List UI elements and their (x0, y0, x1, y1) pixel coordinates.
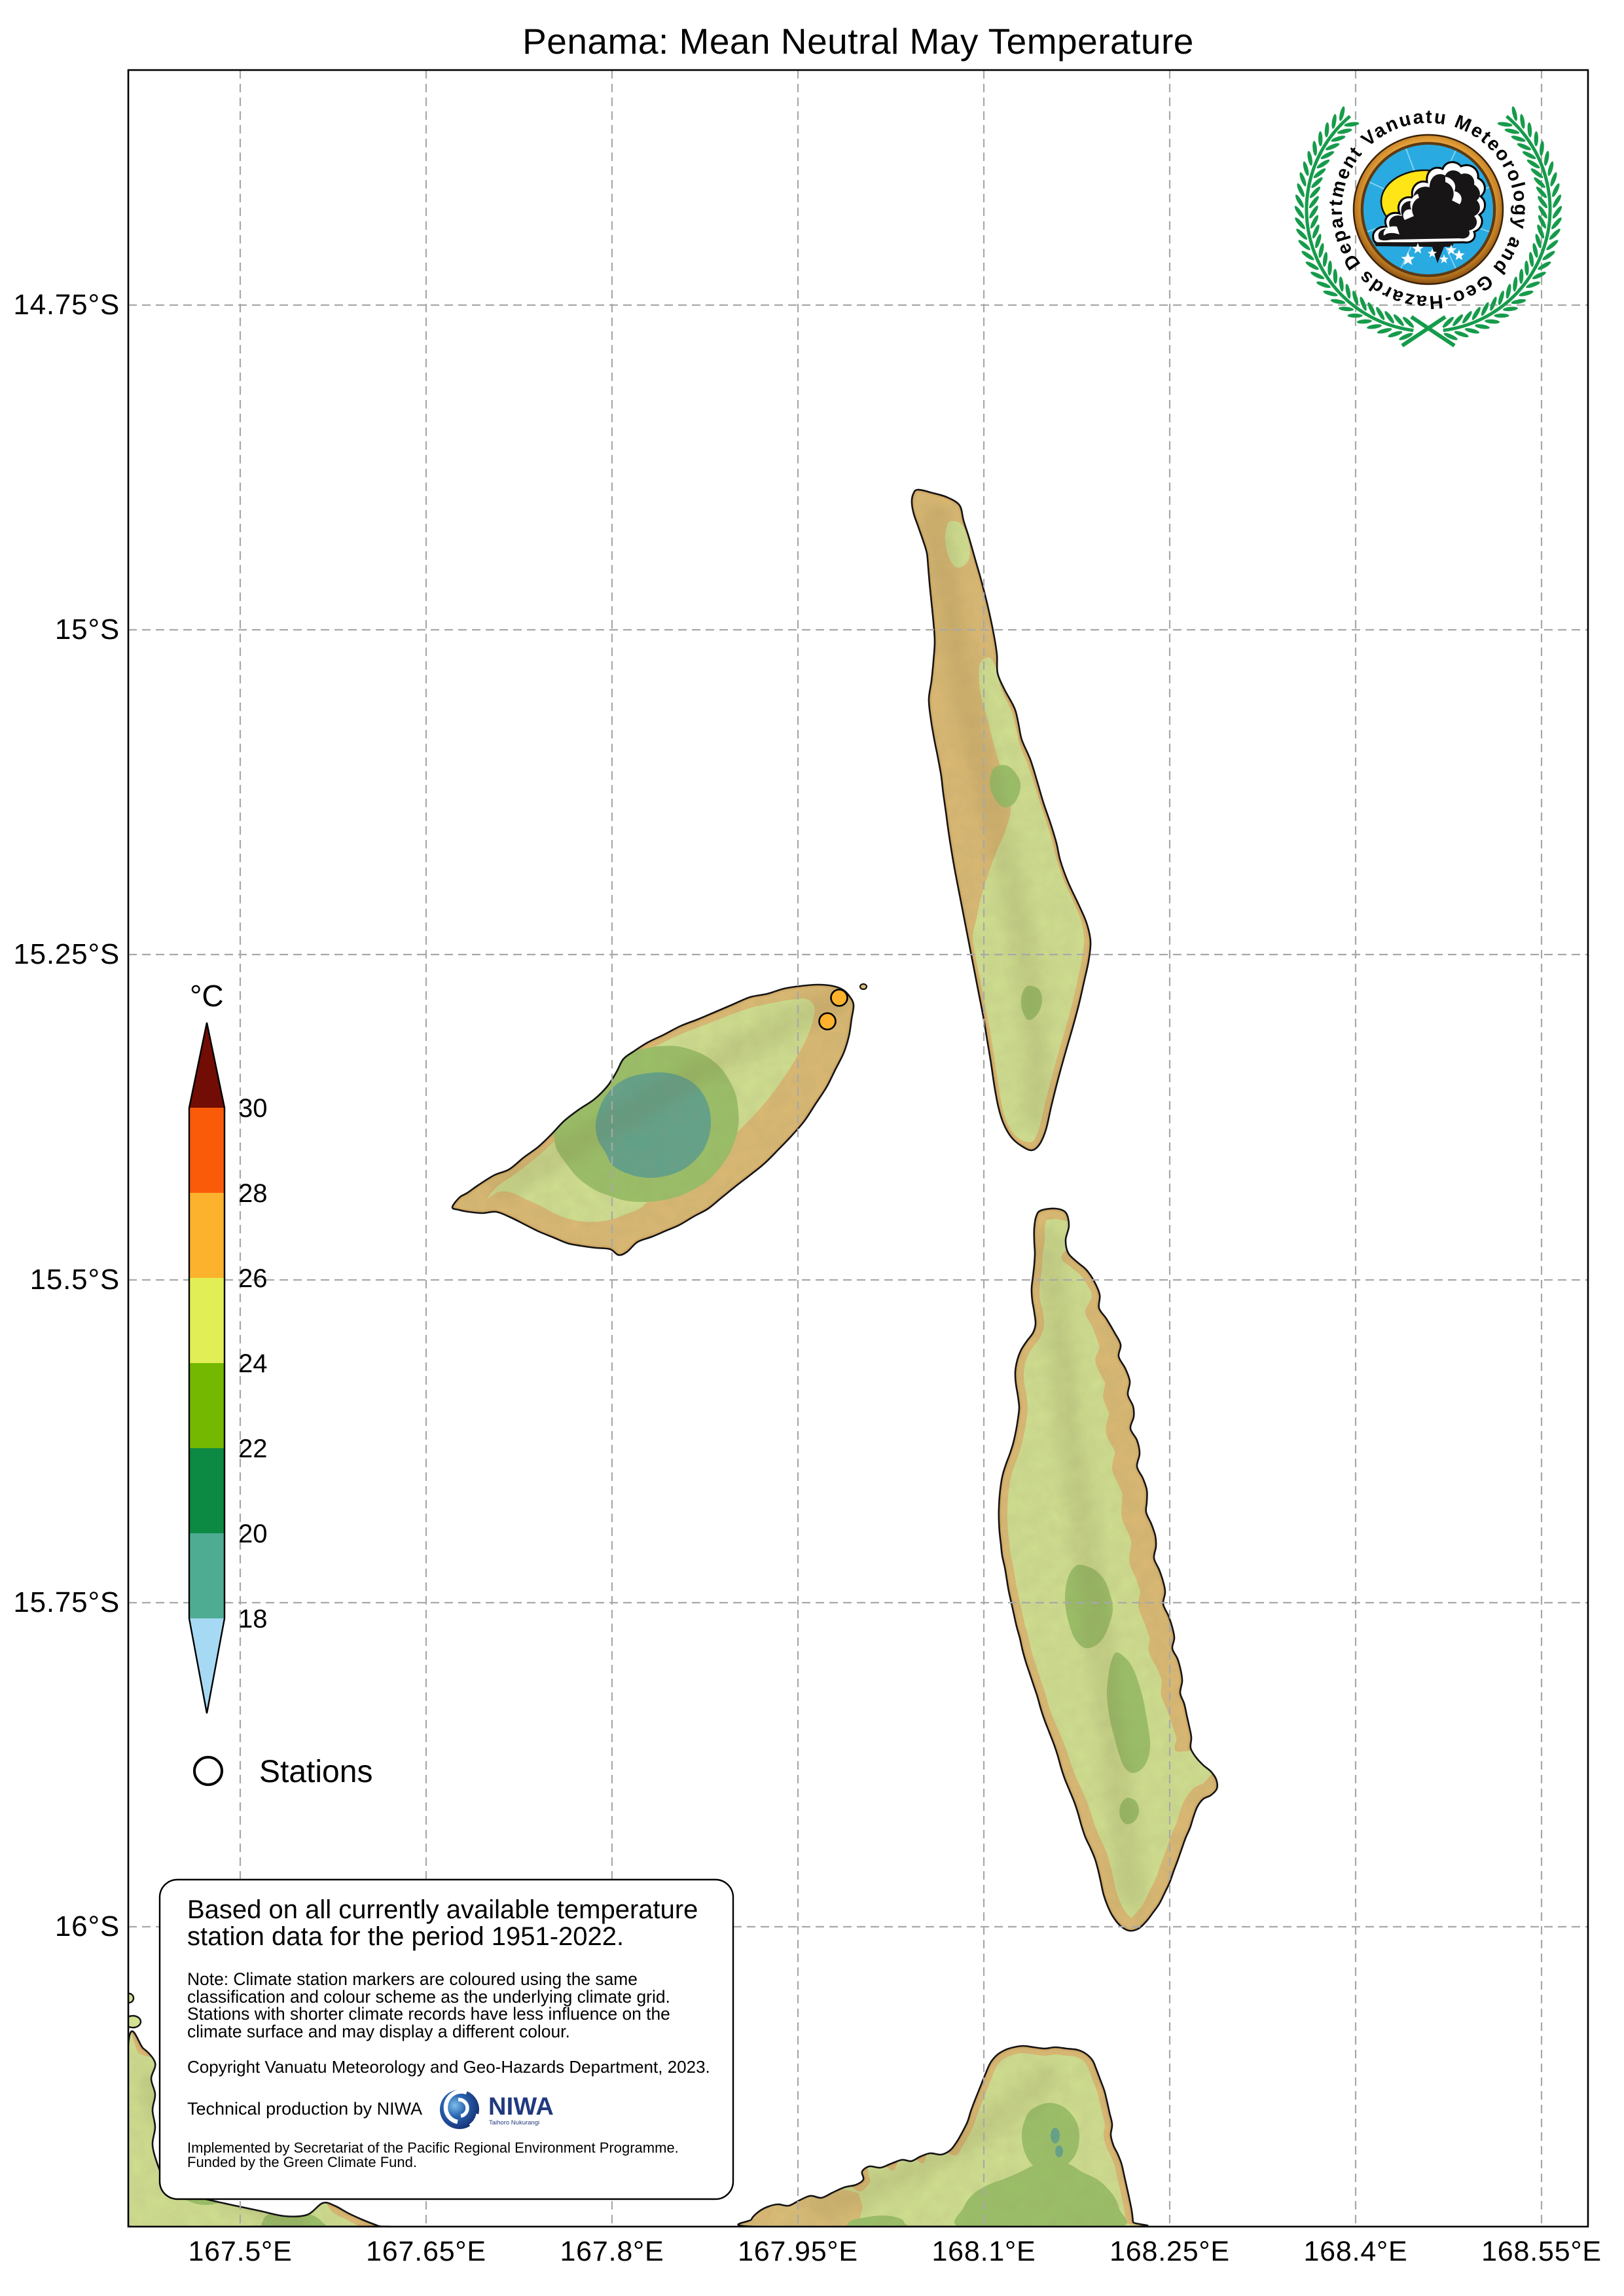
svg-text:°C: °C (190, 979, 224, 1013)
svg-text:168.25°E: 168.25°E (1110, 2236, 1230, 2267)
svg-text:24: 24 (238, 1349, 268, 1378)
svg-text:station data for the period 19: station data for the period 1951-2022. (187, 1922, 624, 1951)
svg-text:167.95°E: 167.95°E (738, 2236, 858, 2267)
svg-text:Based on all currently availab: Based on all currently available tempera… (187, 1895, 698, 1924)
svg-text:Stations with shorter climate: Stations with shorter climate records ha… (187, 2004, 670, 2024)
svg-text:Technical production by NIWA: Technical production by NIWA (187, 2099, 422, 2119)
svg-text:15°S: 15°S (55, 613, 120, 646)
svg-text:Note: Climate station markers: Note: Climate station markers are colour… (187, 1969, 638, 1989)
svg-text:20: 20 (238, 1520, 268, 1548)
svg-text:16°S: 16°S (55, 1910, 120, 1942)
svg-text:15.75°S: 15.75°S (13, 1586, 120, 1618)
svg-text:168.4°E: 168.4°E (1303, 2236, 1407, 2267)
svg-text:Implemented by Secretariat of: Implemented by Secretariat of the Pacifi… (187, 2140, 679, 2156)
svg-text:15.25°S: 15.25°S (13, 938, 120, 970)
svg-text:classification and colour sche: classification and colour scheme as the … (187, 1987, 670, 2007)
svg-text:22: 22 (238, 1434, 268, 1463)
svg-text:Funded by the Green Climate Fu: Funded by the Green Climate Fund. (187, 2154, 417, 2170)
svg-text:Stations: Stations (259, 1755, 372, 1789)
svg-text:168.55°E: 168.55°E (1481, 2236, 1602, 2267)
svg-text:167.5°E: 167.5°E (188, 2236, 292, 2267)
svg-text:Penama: Mean Neutral May Tempe: Penama: Mean Neutral May Temperature (522, 21, 1194, 62)
svg-text:168.1°E: 168.1°E (931, 2236, 1036, 2267)
svg-text:26: 26 (238, 1264, 268, 1293)
svg-text:Taihoro Nukurangi: Taihoro Nukurangi (489, 2119, 539, 2126)
svg-text:14.75°S: 14.75°S (13, 289, 120, 321)
svg-text:Copyright Vanuatu Meteorology: Copyright Vanuatu Meteorology and Geo-Ha… (187, 2057, 710, 2077)
svg-text:167.8°E: 167.8°E (560, 2236, 664, 2267)
svg-text:18: 18 (238, 1605, 268, 1633)
svg-text:30: 30 (238, 1094, 268, 1123)
svg-text:NIWA: NIWA (488, 2093, 554, 2121)
svg-text:167.65°E: 167.65°E (366, 2236, 486, 2267)
svg-text:28: 28 (238, 1179, 268, 1208)
svg-text:15.5°S: 15.5°S (30, 1264, 120, 1296)
svg-text:climate surface and may displa: climate surface and may display a differ… (187, 2022, 570, 2041)
